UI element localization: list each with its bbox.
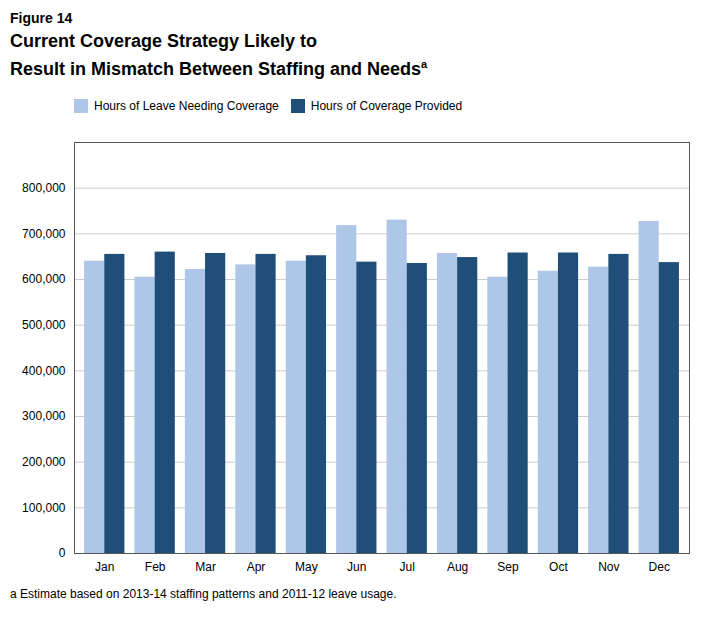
svg-text:700,000: 700,000: [22, 227, 66, 241]
svg-text:0: 0: [59, 546, 66, 560]
svg-text:400,000: 400,000: [22, 364, 66, 378]
svg-text:Dec: Dec: [649, 560, 670, 574]
svg-text:Jul: Jul: [400, 560, 415, 574]
svg-text:Mar: Mar: [195, 560, 216, 574]
svg-text:Aug: Aug: [447, 560, 468, 574]
svg-text:600,000: 600,000: [22, 272, 66, 286]
svg-text:Feb: Feb: [145, 560, 166, 574]
html-text:a Estimate based on 2013-14 st: a Estimate based on 2013-14 staffing pat…: [10, 587, 397, 601]
svg-text:800,000: 800,000: [22, 181, 66, 195]
html-text:Figure 14: Figure 14: [10, 10, 73, 26]
svg-text:Nov: Nov: [598, 560, 619, 574]
svg-text:Oct: Oct: [549, 560, 568, 574]
html-text:Hours of Coverage Provided: Hours of Coverage Provided: [310, 98, 463, 113]
svg-text:500,000: 500,000: [22, 318, 66, 332]
svg-text:300,000: 300,000: [22, 409, 66, 423]
svg-text:100,000: 100,000: [22, 501, 66, 515]
svg-text:Jun: Jun: [347, 560, 366, 574]
html-text:Current Coverage Strategy Like: Current Coverage Strategy Likely to Resu…: [10, 31, 428, 79]
svg-text:Jan: Jan: [95, 560, 114, 574]
svg-text:Sep: Sep: [497, 560, 519, 574]
html-text:Hours of Leave Needing Coverag: Hours of Leave Needing Coverage: [94, 98, 279, 113]
svg-text:Apr: Apr: [247, 560, 266, 574]
svg-text:200,000: 200,000: [22, 455, 66, 469]
svg-text:May: May: [295, 560, 318, 574]
